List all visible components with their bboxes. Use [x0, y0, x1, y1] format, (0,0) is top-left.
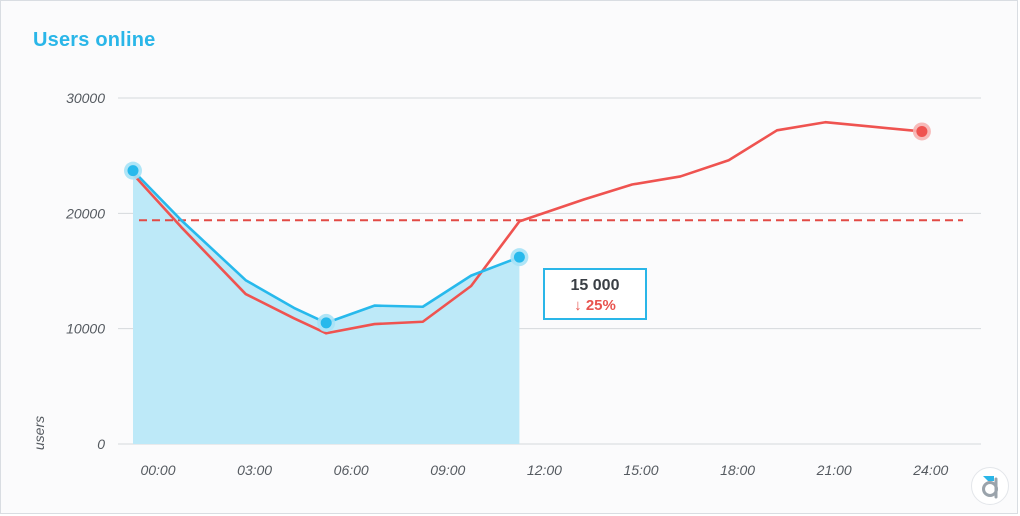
yesterday-line	[132, 120, 923, 335]
today-area	[133, 170, 520, 444]
y-tick-label: 0	[97, 436, 105, 452]
widget-title: Users online	[33, 29, 156, 51]
x-tick-label: 12:00	[527, 462, 562, 478]
y-tick-label: 30000	[66, 90, 105, 106]
x-tick-label: 18:00	[720, 462, 755, 478]
down-arrow-icon: ↓	[574, 297, 582, 314]
y-axis-ticks: 0 10000 20000 30000	[65, 90, 105, 452]
y-axis-label: users	[31, 416, 47, 450]
x-tick-label: 03:00	[237, 462, 272, 478]
x-tick-label: 21:00	[816, 462, 852, 478]
x-tick-label: 06:00	[334, 462, 369, 478]
d-logo-icon	[982, 476, 998, 499]
today-data-point[interactable]	[127, 165, 139, 177]
today-area-layer	[133, 170, 520, 444]
highlight-points[interactable]	[124, 122, 931, 332]
y-tick-label: 20000	[65, 205, 105, 221]
value-tooltip: 15 000 ↓ 25%	[543, 268, 647, 320]
today-data-point[interactable]	[513, 251, 525, 263]
x-axis-ticks: 00:00 03:00 06:00 09:00 12:00 15:00 18:00 21:00…	[140, 462, 948, 478]
yesterday-data-point[interactable]	[916, 125, 928, 137]
y-tick-label: 10000	[66, 321, 105, 337]
x-tick-label: 00:00	[140, 462, 175, 478]
x-tick-label: 15:00	[623, 462, 658, 478]
brand-logo[interactable]	[971, 467, 1009, 505]
tooltip-change: ↓ 25%	[545, 297, 645, 314]
tooltip-value: 15 000	[570, 277, 620, 294]
x-tick-label: 24:00	[912, 462, 948, 478]
today-data-point[interactable]	[320, 317, 332, 329]
x-tick-label: 09:00	[430, 462, 465, 478]
tooltip-change-percent: 25%	[585, 297, 616, 314]
